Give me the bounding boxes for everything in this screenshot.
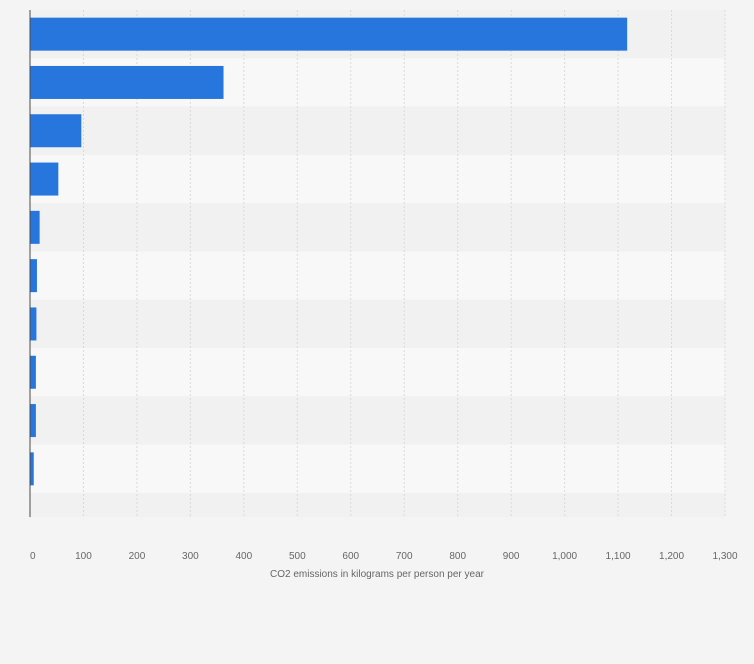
x-tick-label: 1,300	[712, 551, 737, 562]
x-tick-label: 1,100	[606, 551, 631, 562]
x-tick-label: 600	[342, 551, 359, 562]
x-tick-label: 900	[503, 551, 520, 562]
x-tick-label: 700	[396, 551, 413, 562]
bar[interactable]	[30, 307, 37, 341]
bar[interactable]	[30, 355, 36, 389]
x-tick-label: 1,200	[659, 551, 684, 562]
bar[interactable]	[30, 452, 34, 486]
x-tick-label: 300	[182, 551, 199, 562]
x-tick-label: 800	[449, 551, 466, 562]
row-bands	[30, 10, 725, 518]
x-tick-label: 100	[75, 551, 92, 562]
row-band	[30, 251, 725, 300]
bar[interactable]	[30, 162, 59, 196]
x-axis-title: CO2 emissions in kilograms per person pe…	[270, 569, 485, 580]
bar[interactable]	[30, 114, 82, 148]
bar[interactable]	[30, 210, 40, 244]
x-tick-label: 400	[236, 551, 253, 562]
row-band	[30, 444, 725, 493]
row-band	[30, 493, 725, 518]
x-tick-label: 1,000	[552, 551, 577, 562]
bar[interactable]	[30, 65, 224, 99]
row-band	[30, 106, 725, 155]
bar[interactable]	[30, 259, 37, 293]
row-band	[30, 396, 725, 445]
bar[interactable]	[30, 404, 36, 438]
row-band	[30, 154, 725, 204]
x-axis-ticks: 0 100 200 300 400 500 600 700 800 900 1,000 1,100 1,…	[30, 551, 738, 562]
grid-lines	[82, 10, 726, 518]
row-band	[30, 203, 725, 252]
x-tick-label: 0	[30, 551, 36, 562]
bar[interactable]	[30, 17, 628, 51]
row-band	[30, 299, 725, 349]
row-band	[30, 348, 725, 397]
x-tick-label: 200	[129, 551, 146, 562]
x-tick-label: 500	[289, 551, 306, 562]
bars	[30, 17, 628, 486]
